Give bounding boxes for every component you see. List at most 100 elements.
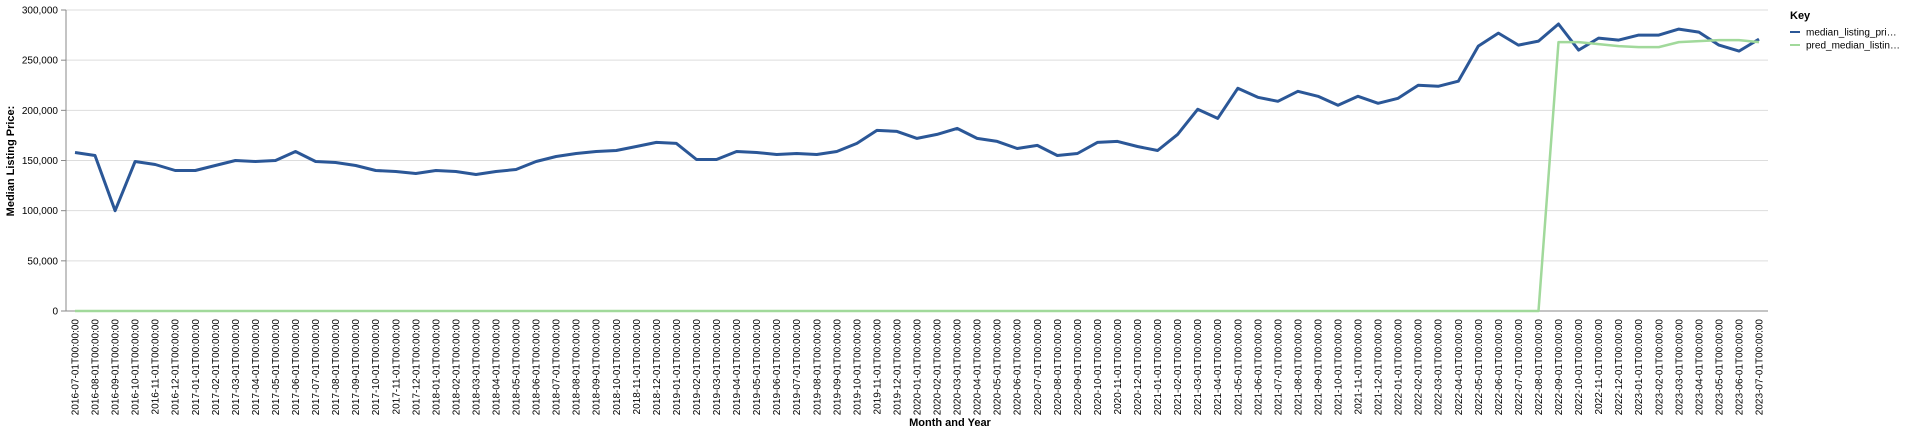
x-tick-label: 2022-02-01T00:00:00 [1414,319,1425,416]
x-tick-label: 2017-07-01T00:00:00 [311,319,322,416]
x-tick-label: 2021-02-01T00:00:00 [1173,319,1184,416]
x-tick-label: 2016-10-01T00:00:00 [131,319,142,416]
series-line [74,22,1760,213]
x-tick-label: 2019-12-01T00:00:00 [892,319,903,416]
x-tick-label: 2021-09-01T00:00:00 [1313,319,1324,416]
legend-label: median_listing_pri… [1806,28,1897,39]
x-tick-label: 2020-11-01T00:00:00 [1113,319,1124,415]
x-tick-label: 2022-05-01T00:00:00 [1474,319,1485,416]
x-tick-label: 2022-06-01T00:00:00 [1494,319,1505,416]
x-tick-label: 2023-04-01T00:00:00 [1694,319,1705,416]
y-tick-label: 300,000 [22,6,59,17]
x-tick-label: 2017-12-01T00:00:00 [411,319,422,416]
x-tick-label: 2017-03-01T00:00:00 [231,319,242,416]
y-tick-label: 50,000 [27,256,58,267]
x-tick-label: 2022-11-01T00:00:00 [1594,319,1605,415]
x-tick-label: 2020-07-01T00:00:00 [1033,319,1044,416]
x-tick-label: 2019-01-01T00:00:00 [672,319,683,416]
x-tick-label: 2022-07-01T00:00:00 [1514,319,1525,416]
x-tick-label: 2023-06-01T00:00:00 [1734,319,1745,416]
legend-label: pred_median_listin… [1806,41,1900,52]
y-tick-label: 250,000 [22,56,59,67]
x-tick-label: 2017-08-01T00:00:00 [331,319,342,416]
x-tick-label: 2018-05-01T00:00:00 [512,319,523,416]
x-tick-label: 2020-08-01T00:00:00 [1053,319,1064,416]
x-tick-label: 2017-02-01T00:00:00 [211,319,222,416]
x-tick-label: 2019-07-01T00:00:00 [792,319,803,416]
y-axis-title: Median Listing Price: [5,106,17,217]
x-tick-label: 2020-02-01T00:00:00 [933,319,944,416]
x-tick-label: 2022-10-01T00:00:00 [1574,319,1585,416]
x-tick-label: 2018-01-01T00:00:00 [431,319,442,416]
x-tick-label: 2019-05-01T00:00:00 [752,319,763,416]
x-tick-label: 2019-09-01T00:00:00 [832,319,843,416]
x-tick-label: 2017-09-01T00:00:00 [351,319,362,416]
x-tick-label: 2018-12-01T00:00:00 [652,319,663,416]
x-tick-label: 2018-03-01T00:00:00 [471,319,482,416]
x-tick-label: 2021-05-01T00:00:00 [1233,319,1244,416]
x-tick-label: 2017-05-01T00:00:00 [271,319,282,416]
x-tick-label: 2021-01-01T00:00:00 [1153,319,1164,416]
x-tick-label: 2022-04-01T00:00:00 [1454,319,1465,416]
x-tick-label: 2019-06-01T00:00:00 [772,319,783,416]
x-tick-label: 2016-12-01T00:00:00 [171,319,182,416]
x-tick-label: 2019-10-01T00:00:00 [852,319,863,416]
x-tick-label: 2022-03-01T00:00:00 [1434,319,1445,416]
x-tick-label: 2021-08-01T00:00:00 [1293,319,1304,416]
legend-title: Key [1790,10,1811,22]
x-tick-label: 2021-10-01T00:00:00 [1334,319,1345,416]
x-tick-label: 2023-07-01T00:00:00 [1755,319,1766,416]
x-tick-label: 2020-03-01T00:00:00 [953,319,964,416]
x-tick-label: 2017-06-01T00:00:00 [291,319,302,416]
x-tick-label: 2020-10-01T00:00:00 [1093,319,1104,416]
x-tick-label: 2017-11-01T00:00:00 [391,319,402,415]
x-tick-label: 2018-08-01T00:00:00 [572,319,583,416]
x-tick-label: 2016-08-01T00:00:00 [91,319,102,416]
x-axis-title: Month and Year [909,417,991,429]
x-tick-label: 2021-07-01T00:00:00 [1273,319,1284,416]
x-tick-label: 2016-11-01T00:00:00 [151,319,162,415]
x-tick-label: 2021-06-01T00:00:00 [1253,319,1264,416]
x-tick-label: 2019-11-01T00:00:00 [872,319,883,415]
x-tick-label: 2020-06-01T00:00:00 [1013,319,1024,416]
x-tick-label: 2019-02-01T00:00:00 [692,319,703,416]
x-tick-label: 2022-12-01T00:00:00 [1614,319,1625,416]
x-tick-label: 2022-09-01T00:00:00 [1554,319,1565,416]
x-tick-label: 2017-04-01T00:00:00 [251,319,262,416]
y-tick-label: 200,000 [22,106,59,117]
y-tick-label: 150,000 [22,156,59,167]
x-tick-label: 2022-08-01T00:00:00 [1534,319,1545,416]
x-tick-label: 2023-03-01T00:00:00 [1674,319,1685,416]
x-tick-label: 2020-01-01T00:00:00 [913,319,924,416]
y-tick-label: 100,000 [22,206,59,217]
x-tick-label: 2020-12-01T00:00:00 [1133,319,1144,416]
x-tick-label: 2017-10-01T00:00:00 [371,319,382,416]
x-tick-label: 2018-02-01T00:00:00 [451,319,462,416]
x-tick-label: 2019-08-01T00:00:00 [812,319,823,416]
x-tick-label: 2016-07-01T00:00:00 [71,319,82,416]
x-tick-label: 2020-05-01T00:00:00 [993,319,1004,416]
x-tick-label: 2018-06-01T00:00:00 [532,319,543,416]
x-tick-label: 2023-01-01T00:00:00 [1634,319,1645,416]
x-tick-label: 2022-01-01T00:00:00 [1394,319,1405,416]
x-tick-label: 2021-11-01T00:00:00 [1354,319,1365,415]
x-tick-label: 2021-04-01T00:00:00 [1213,319,1224,416]
x-tick-label: 2018-11-01T00:00:00 [632,319,643,415]
x-tick-label: 2019-04-01T00:00:00 [732,319,743,416]
series-line [75,38,1760,313]
x-tick-label: 2019-03-01T00:00:00 [712,319,723,416]
x-tick-label: 2023-02-01T00:00:00 [1654,319,1665,416]
x-tick-label: 2018-07-01T00:00:00 [552,319,563,416]
x-tick-label: 2020-09-01T00:00:00 [1073,319,1084,416]
x-tick-label: 2020-04-01T00:00:00 [973,319,984,416]
x-tick-label: 2018-09-01T00:00:00 [592,319,603,416]
x-tick-label: 2016-09-01T00:00:00 [111,319,122,416]
x-tick-label: 2023-05-01T00:00:00 [1714,319,1725,416]
x-tick-label: 2021-03-01T00:00:00 [1193,319,1204,416]
x-tick-label: 2017-01-01T00:00:00 [191,319,202,416]
x-tick-label: 2018-10-01T00:00:00 [612,319,623,416]
y-tick-label: 0 [52,307,58,318]
x-tick-label: 2018-04-01T00:00:00 [492,319,503,416]
